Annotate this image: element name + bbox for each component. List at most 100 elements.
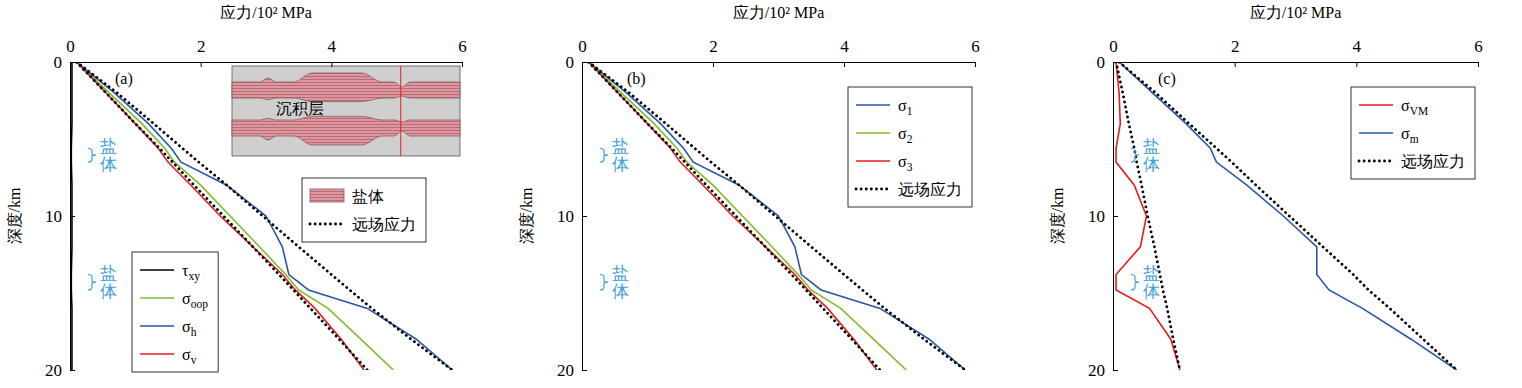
- legend-swatch: [140, 325, 174, 327]
- tick: 6: [458, 37, 467, 67]
- axis-line: [583, 62, 976, 63]
- legend-label: 远场应力: [898, 181, 962, 198]
- legend-swatch: [856, 160, 890, 162]
- tick-label: 10: [1088, 207, 1105, 226]
- legend-label: 远场应力: [352, 216, 416, 233]
- x-axis: 0246: [578, 37, 980, 67]
- legend-swatch: [856, 104, 890, 106]
- annotation-brace: [600, 275, 608, 290]
- annotation-char: 体: [612, 282, 629, 301]
- panel-label: (a): [115, 70, 133, 88]
- tick-label: 0: [1109, 37, 1118, 56]
- tick-mark: [70, 62, 75, 63]
- x-axis-title: 应力/10² MPa: [1250, 4, 1341, 21]
- tick: 10: [557, 207, 587, 226]
- label-subscript: 1: [907, 105, 913, 117]
- tick: 6: [1474, 37, 1483, 67]
- tick-mark: [201, 62, 202, 67]
- legend-label: 盐体: [352, 188, 384, 205]
- salt-layer: [232, 116, 460, 145]
- y-axis: 01020: [557, 53, 587, 380]
- label-subscript: h: [191, 326, 197, 338]
- tick-label: 0: [578, 37, 587, 56]
- annotation-brace: [600, 148, 608, 162]
- legend-label: σ3: [898, 153, 913, 173]
- tick: 2: [1231, 37, 1240, 67]
- annotation-char: 体: [612, 155, 629, 174]
- section-line: [400, 66, 401, 156]
- panel: 沉积层024601020应力/10² MPa深度/km(a)盐体盐体τxyσoo…: [6, 4, 467, 380]
- figure: 沉积层024601020应力/10² MPa深度/km(a)盐体盐体τxyσoo…: [0, 0, 1522, 388]
- tick: 20: [45, 361, 75, 380]
- y-axis: 0 10 20: [1088, 53, 1118, 380]
- legend-label: σv: [182, 346, 197, 366]
- tick: 20: [1088, 361, 1118, 380]
- tick-label: 6: [458, 37, 467, 56]
- legend-swatch: [310, 189, 344, 202]
- annotation-brace: [88, 148, 96, 162]
- annotation: 盐体: [100, 264, 117, 301]
- tick-label: 2: [197, 37, 206, 56]
- legend: σ1σ2σ3远场应力: [848, 87, 972, 207]
- tick: 20: [557, 361, 587, 380]
- tick-label: 6: [1474, 37, 1483, 56]
- tick: 2: [197, 37, 206, 67]
- tick-mark: [713, 62, 714, 67]
- tick-mark: [1113, 62, 1118, 63]
- tick-label: 4: [1353, 37, 1362, 56]
- label-subscript: VM: [1410, 105, 1429, 117]
- plot-area: [589, 62, 966, 370]
- tick: 4: [1353, 37, 1362, 67]
- tick: 6: [971, 37, 980, 67]
- plot-area: [71, 62, 452, 370]
- label-subscript: 3: [907, 161, 913, 173]
- panel: 024601020应力/10² MPa深度/km(c)盐体盐体σVMσm远场应力: [1049, 4, 1483, 380]
- legend: σVMσm远场应力: [1351, 87, 1475, 179]
- tick: 0: [54, 53, 76, 72]
- tick-mark: [70, 370, 75, 371]
- tick: 4: [328, 37, 337, 67]
- tick: 0: [1097, 53, 1119, 72]
- series-line: [589, 62, 880, 370]
- tick-mark: [1113, 216, 1118, 217]
- annotation: 盐体: [1143, 137, 1160, 174]
- series-line: [1119, 62, 1457, 370]
- series-line: [589, 62, 966, 370]
- annotation: 盐体: [100, 137, 117, 174]
- legend: τxy σoop σh σv: [132, 252, 218, 372]
- series-line: [589, 62, 877, 370]
- legend-swatch: [856, 188, 890, 191]
- annotation: 盐体: [612, 137, 629, 174]
- legend: 盐体远场应力: [302, 178, 426, 242]
- x-axis: 0 2 4 6: [1109, 37, 1483, 67]
- axis-line: [1114, 62, 1479, 63]
- legend-label: σ1: [898, 97, 913, 117]
- tick: 10: [45, 207, 75, 226]
- tick: 0: [1109, 37, 1118, 67]
- tick: 0: [66, 37, 75, 67]
- label-subscript: xy: [188, 270, 200, 283]
- plot-area: [1116, 62, 1457, 370]
- label-subscript: v: [191, 354, 197, 366]
- tick-mark: [582, 216, 587, 217]
- tick-mark: [1478, 62, 1479, 67]
- x-axis: 0 2 4 6: [66, 37, 467, 67]
- legend-label: σm: [1401, 125, 1419, 145]
- tick-label: 20: [1088, 361, 1105, 380]
- label-subscript: oop: [191, 298, 209, 311]
- legend-swatch: [1359, 104, 1393, 106]
- legend-label: σh: [182, 318, 197, 338]
- tick-mark: [462, 62, 463, 67]
- tick-label: 4: [840, 37, 849, 56]
- annotation-char: 盐: [1143, 137, 1160, 156]
- legend-label: σoop: [182, 290, 208, 311]
- legend-box: [302, 178, 426, 242]
- tick-mark: [582, 370, 587, 371]
- panel: 024601020应力/10² MPa深度/km(b)盐体盐体σ1σ2σ3远场应…: [518, 4, 980, 380]
- legend-label: τxy: [182, 262, 200, 283]
- panel-label: (c): [1158, 70, 1176, 88]
- annotation-char: 盐: [612, 137, 629, 156]
- tick-mark: [1235, 62, 1236, 67]
- annotation-char: 体: [1143, 282, 1160, 301]
- tick-label: 10: [45, 207, 62, 226]
